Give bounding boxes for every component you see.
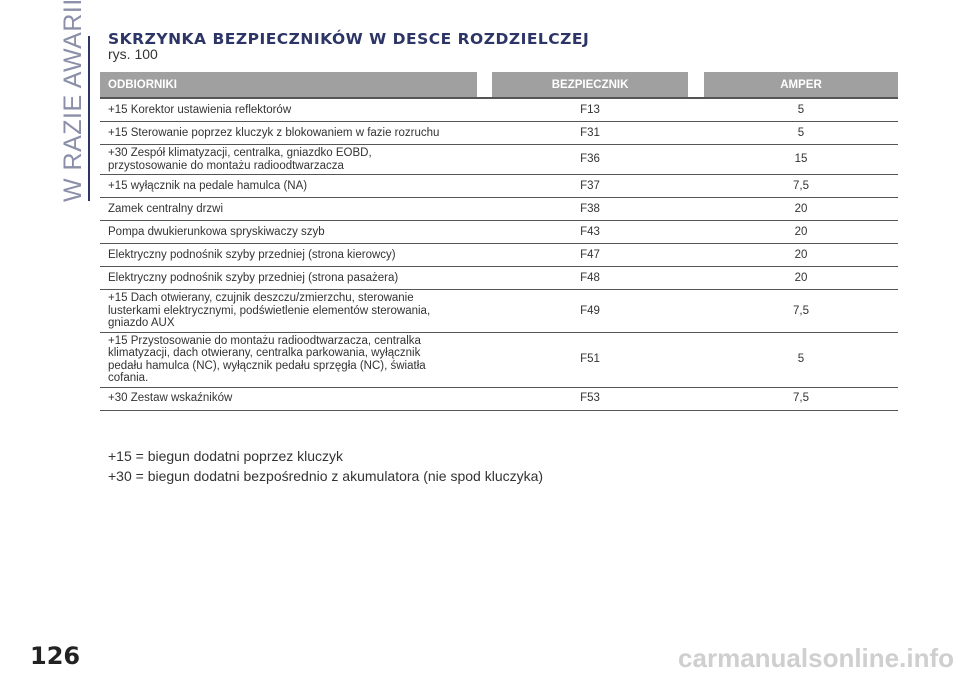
fuse-cell: F43 (580, 225, 600, 238)
fuse-cell: F47 (580, 248, 600, 261)
note: +30 = biegun dodatni bezpośrednio z akum… (108, 468, 544, 484)
consumer-cell: +30 Zestaw wskaźników (108, 392, 233, 405)
fuse-cell: F49 (580, 304, 600, 317)
amper-cell: 7,5 (793, 304, 809, 317)
table-row: Zamek centralny drzwi F38 20 (100, 198, 898, 221)
table-row: Elektryczny podnośnik szyby przedniej (s… (100, 267, 898, 290)
table-row: +30 Zespół klimatyzacji, centralka, gnia… (100, 145, 898, 175)
table-row: +15 Przystosowanie do montażu radioodtwa… (100, 333, 898, 388)
consumer-cell: Elektryczny podnośnik szyby przedniej (s… (108, 248, 396, 261)
fuse-cell: F38 (580, 202, 600, 215)
amper-cell: 5 (797, 103, 805, 116)
consumer-cell: +15 Korektor ustawienia reflektorów (108, 103, 292, 116)
amper-cell: 15 (794, 153, 808, 166)
fuse-cell: F13 (580, 103, 600, 116)
table-header: ODBIORNIKI BEZPIECZNIK AMPER (100, 72, 898, 99)
note: +15 = biegun dodatni poprzez kluczyk (108, 448, 344, 464)
section-label: W RAZIE AWARII (59, 0, 87, 202)
fuse-table: ODBIORNIKI BEZPIECZNIK AMPER +15 Korekto… (100, 72, 898, 411)
consumer-cell: +30 Zespół klimatyzacji, centralka, gnia… (108, 147, 372, 172)
amper-cell: 5 (797, 126, 805, 139)
fuse-cell: F31 (580, 126, 600, 139)
header-odbiorniki: ODBIORNIKI (100, 72, 478, 97)
table-row: +15 Sterowanie poprzez kluczyk z blokowa… (100, 122, 898, 145)
amper-cell: 7,5 (793, 392, 809, 405)
fuse-cell: F48 (580, 271, 600, 284)
table-row: +15 Korektor ustawienia reflektorów F13 5 (100, 99, 898, 122)
amper-cell: 20 (794, 248, 808, 261)
consumer-cell: Pompa dwukierunkowa spryskiwaczy szyb (108, 225, 325, 238)
amper-cell: 20 (794, 271, 808, 284)
header-amper: AMPER (704, 72, 898, 97)
section-sidebar: W RAZIE AWARII (52, 0, 88, 205)
page-title: SKRZYNKA BEZPIECZNIKÓW W DESCE ROZDZIELC… (108, 30, 590, 48)
amper-cell: 5 (797, 353, 805, 366)
fuse-cell: F53 (580, 392, 600, 405)
watermark: carmanualsonline.info (678, 643, 954, 673)
table-row: +15 wyłącznik na pedale hamulca (NA) F37 7… (100, 175, 898, 198)
consumer-cell: +15 Sterowanie poprzez kluczyk z blokowa… (108, 126, 440, 139)
consumer-cell: Zamek centralny drzwi (108, 202, 224, 215)
consumer-cell: Elektryczny podnośnik szyby przedniej (s… (108, 271, 399, 284)
fuse-cell: F36 (580, 153, 600, 166)
notes: +15 = biegun dodatni poprzez kluczyk +30… (108, 446, 543, 486)
fuse-cell: F37 (580, 179, 600, 192)
amper-cell: 20 (794, 202, 808, 215)
fuse-cell: F51 (580, 353, 600, 366)
header-bezpiecznik: BEZPIECZNIK (492, 72, 689, 97)
table-row: +30 Zestaw wskaźników F53 7,5 (100, 388, 898, 411)
table-row: +15 Dach otwierany, czujnik deszczu/zmie… (100, 290, 898, 333)
divider (88, 36, 90, 201)
amper-cell: 7,5 (793, 179, 809, 192)
amper-cell: 20 (794, 225, 808, 238)
consumer-cell: +15 Przystosowanie do montażu radioodtwa… (108, 334, 426, 385)
page-number: 126 (30, 642, 81, 670)
figure-reference: rys. 100 (108, 46, 158, 62)
table-row: Pompa dwukierunkowa spryskiwaczy szyb F43… (100, 221, 898, 244)
consumer-cell: +15 wyłącznik na pedale hamulca (NA) (108, 179, 308, 192)
consumer-cell: +15 Dach otwierany, czujnik deszczu/zmie… (108, 292, 431, 329)
table-row: Elektryczny podnośnik szyby przedniej (s… (100, 244, 898, 267)
